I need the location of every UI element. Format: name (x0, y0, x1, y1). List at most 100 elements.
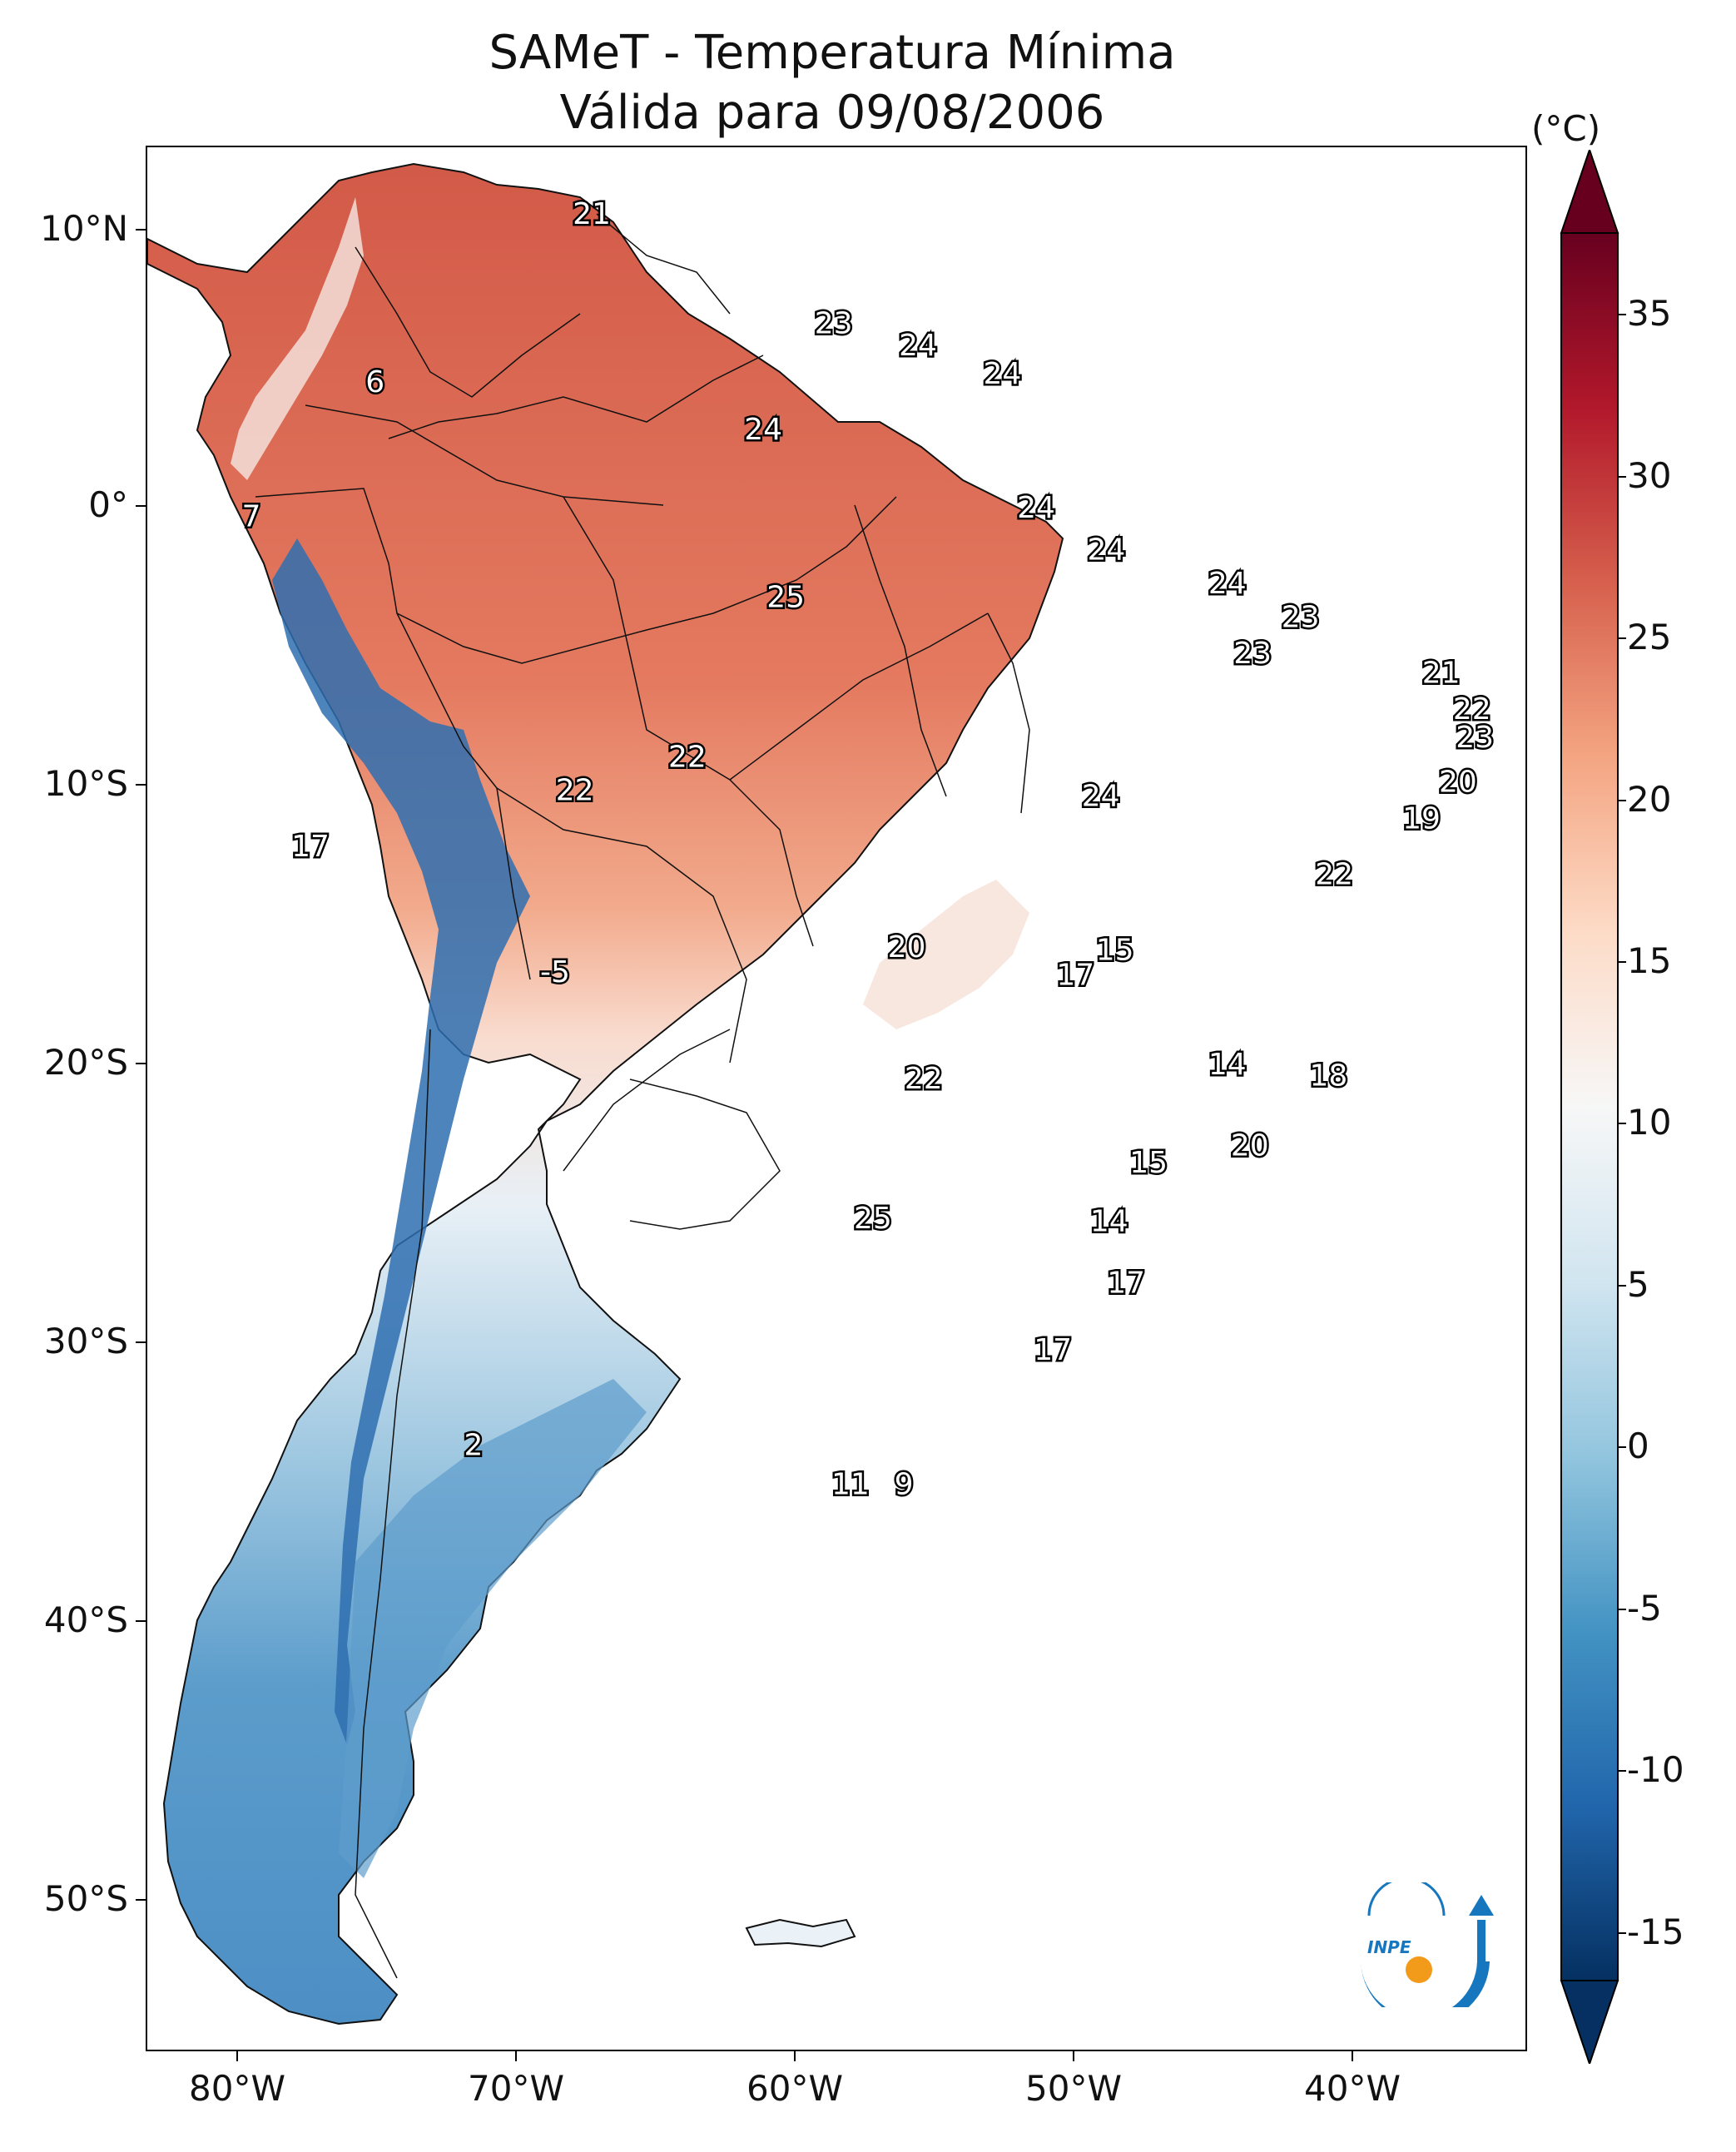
temperature-label: 23 (1282, 600, 1320, 634)
temperature-label: 7 (242, 499, 261, 533)
colorbar-tick-label: 35 (1627, 293, 1672, 335)
lat-tick (136, 1063, 146, 1064)
colorbar-tick-label: 25 (1627, 617, 1672, 658)
colorbar-tick (1618, 1446, 1626, 1449)
temperature-label: 15 (1096, 933, 1134, 967)
colorbar-tick-label: 30 (1627, 454, 1672, 496)
colorbar-tick (1618, 637, 1626, 640)
colorbar-tick (1618, 799, 1626, 801)
lon-tick (515, 2051, 517, 2061)
temperature-label: 23 (1233, 637, 1272, 671)
temperature-label: 9 (895, 1467, 914, 1501)
lat-label-10N: 10°N (40, 208, 128, 249)
colorbar-extend-top (1560, 150, 1619, 234)
colorbar-tick (1618, 1608, 1626, 1610)
temperature-label: 22 (905, 1062, 943, 1096)
title-line-2: Válida para 09/08/2006 (559, 86, 1105, 140)
temperature-label: 11 (831, 1467, 870, 1501)
andes-cold-band (272, 538, 530, 1745)
temperature-label: 20 (888, 930, 926, 964)
lon-tick (1352, 2051, 1353, 2061)
political-borders (255, 213, 1030, 1979)
temperature-label: 17 (1034, 1333, 1072, 1367)
temperature-label: 20 (1231, 1129, 1269, 1163)
temperature-label: 24 (1087, 533, 1125, 568)
lat-label-50S: 50°S (43, 1878, 128, 1919)
temperature-label: 17 (1107, 1266, 1145, 1300)
temperature-label: 22 (668, 740, 707, 774)
temperature-label: 22 (1315, 858, 1353, 892)
colorbar-tick-label: 5 (1627, 1263, 1649, 1305)
map-panel: 21 6 7 23 24 24 24 24 24 25 24 23 23 21 22 23 22 22 20 24 19… (146, 146, 1527, 2051)
temperature-label: 24 (1082, 779, 1120, 813)
temperature-label: 17 (1056, 959, 1094, 993)
colorbar-tick-label: -10 (1627, 1749, 1684, 1791)
temperature-label: 24 (1208, 567, 1247, 601)
temperature-label: 14 (1208, 1048, 1247, 1082)
temperature-label: 21 (573, 197, 611, 231)
lat-tick (136, 1620, 146, 1622)
colorbar (1560, 150, 1619, 2064)
lat-tick (136, 1899, 146, 1901)
map-title: SAMeT - Temperatura Mínima Válida para 0… (0, 23, 1664, 143)
falkland-islands (745, 1918, 856, 1948)
lon-label-40W: 40°W (1304, 2068, 1401, 2109)
colorbar-tick-label: -5 (1627, 1587, 1662, 1629)
colorbar-tick (1618, 314, 1626, 316)
colorbar-tick (1618, 961, 1626, 963)
temperature-label: 21 (1422, 657, 1461, 691)
lon-tick (236, 2051, 238, 2061)
lat-tick (136, 784, 146, 786)
inpe-logo: INPE (1360, 1882, 1494, 2007)
colorbar-tick (1618, 1931, 1626, 1934)
temperature-label: 25 (854, 1202, 892, 1236)
colorbar-extend-bottom (1560, 1980, 1619, 2064)
colorbar-tick (1618, 1770, 1626, 1773)
temperature-label: 17 (291, 830, 330, 864)
temperature-label: 2 (464, 1428, 484, 1462)
colorbar-tick-label: 0 (1627, 1426, 1649, 1467)
temperature-label: 25 (766, 581, 805, 615)
colorbar-unit-label: (°C) (1531, 108, 1601, 149)
lat-label-0: 0° (88, 484, 128, 525)
colorbar-tick-label: 10 (1627, 1102, 1672, 1143)
temperature-label: 24 (1017, 491, 1055, 525)
temperature-label: 18 (1309, 1059, 1347, 1093)
temperature-label: 24 (899, 329, 937, 363)
temperature-label: 20 (1439, 766, 1477, 800)
title-line-1: SAMeT - Temperatura Mínima (489, 26, 1176, 80)
northern-andes-cool (231, 197, 364, 480)
lat-tick (136, 505, 146, 507)
colorbar-tick (1618, 475, 1626, 478)
colorbar-tick-label: 20 (1627, 778, 1672, 820)
temperature-label: 6 (365, 365, 384, 399)
temperature-label: 15 (1129, 1146, 1168, 1180)
colorbar-tick (1618, 1123, 1626, 1125)
temperature-label: 23 (1456, 721, 1494, 755)
temperature-label: -5 (540, 955, 570, 989)
colorbar-tick (1618, 1284, 1626, 1287)
lat-label-40S: 40°S (43, 1599, 128, 1640)
temperature-label: 22 (556, 774, 594, 808)
temperature-label: 22 (1453, 692, 1491, 726)
temperature-label: 24 (983, 357, 1021, 391)
temperature-label: 14 (1090, 1204, 1128, 1238)
southeast-cool (863, 880, 1029, 1029)
lon-label-80W: 80°W (189, 2068, 285, 2109)
lon-label-50W: 50°W (1025, 2068, 1122, 2109)
colorbar-body (1560, 232, 1619, 1981)
lat-label-30S: 30°S (43, 1321, 128, 1361)
temperature-label: 24 (744, 413, 782, 447)
lon-tick (1073, 2051, 1074, 2061)
temperature-label: 19 (1402, 801, 1441, 836)
logo-text: INPE (1367, 1937, 1411, 1957)
lon-label-60W: 60°W (746, 2068, 843, 2109)
lon-tick (794, 2051, 796, 2061)
colorbar-tick-label: -15 (1627, 1911, 1684, 1952)
lat-tick (136, 229, 146, 231)
lat-label-10S: 10°S (43, 763, 128, 804)
lon-label-70W: 70°W (468, 2068, 564, 2109)
lat-label-20S: 20°S (43, 1042, 128, 1083)
